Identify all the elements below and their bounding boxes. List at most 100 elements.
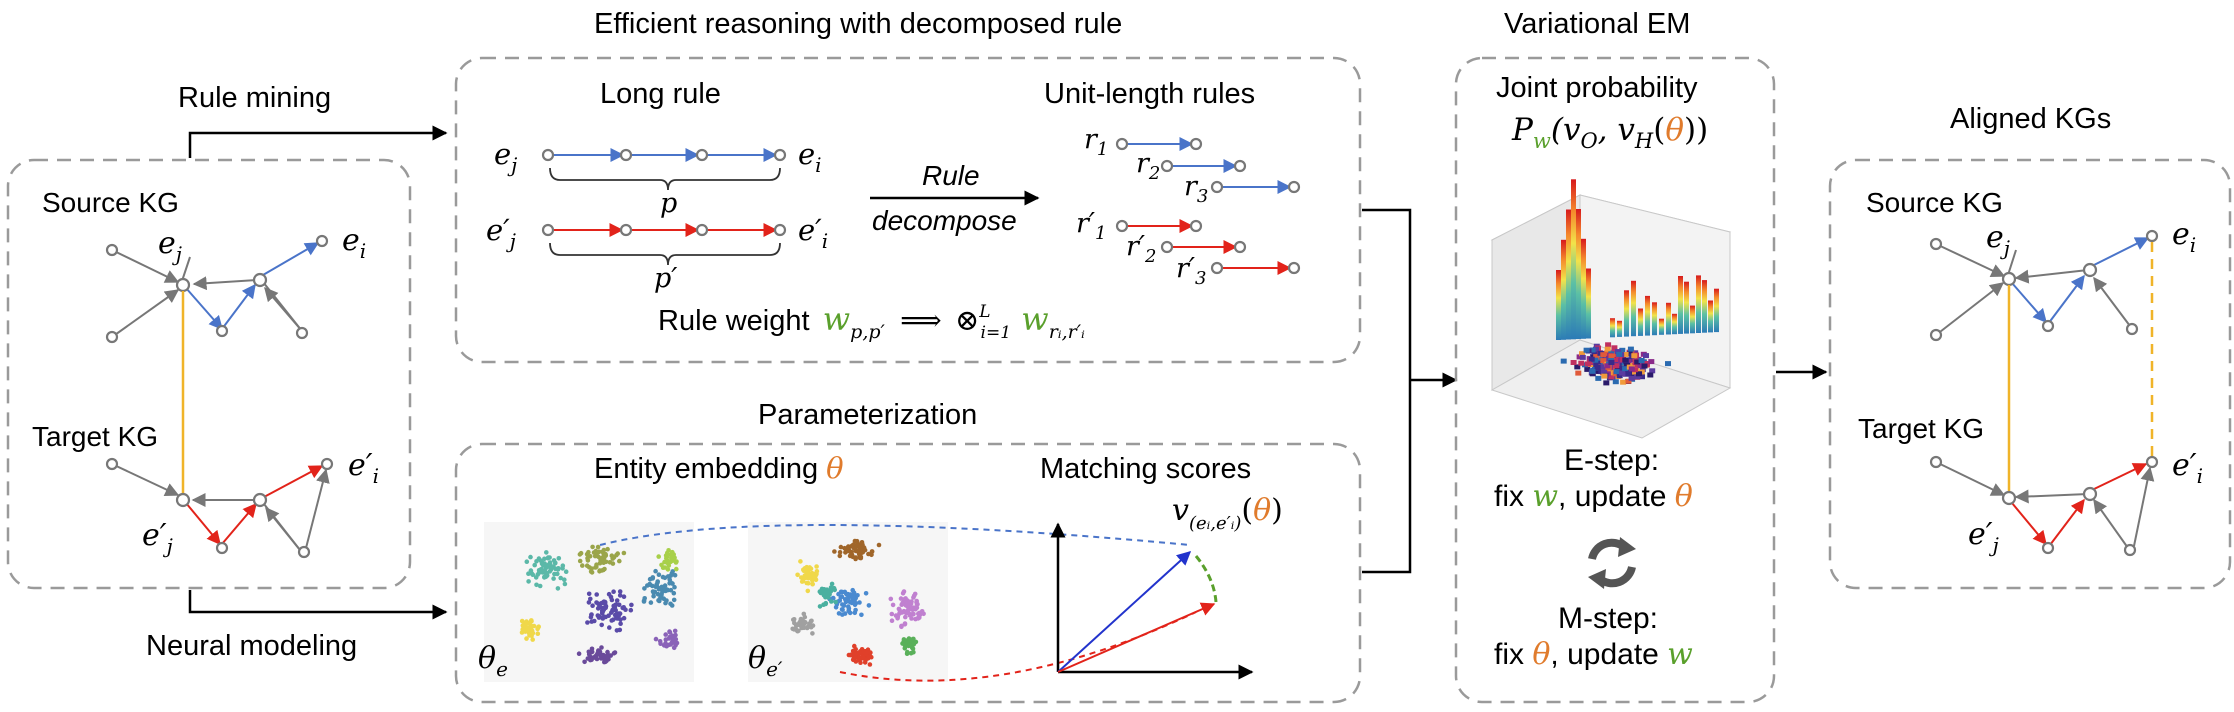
kg-node	[252, 272, 268, 288]
density-cell	[1616, 373, 1623, 379]
unit-rules-source	[1115, 137, 1301, 194]
density-cell	[1625, 371, 1632, 377]
embedding-point	[530, 572, 536, 577]
embedding-point	[853, 548, 858, 554]
density-cell	[1604, 363, 1611, 369]
m-step-desc: fix θ, update w	[1494, 637, 1693, 672]
embedding-point	[914, 605, 920, 610]
density-cell	[1635, 356, 1642, 362]
long-rule-source-chain	[541, 148, 787, 162]
embedding-point	[806, 581, 811, 586]
embedding-point	[642, 586, 647, 591]
embedding-point	[596, 601, 601, 606]
embedding-point	[667, 581, 672, 586]
embedding-point	[838, 595, 844, 600]
embedding-point	[600, 549, 605, 555]
embedding-point	[858, 544, 863, 549]
embedding-point	[597, 569, 602, 574]
embedding-point	[859, 540, 865, 545]
peak-bar	[1631, 280, 1636, 337]
density-cell	[1583, 347, 1590, 353]
embedding-point	[618, 617, 623, 622]
embedding-point	[859, 612, 864, 618]
density-cell	[1604, 346, 1611, 352]
embedding-point	[852, 643, 857, 649]
embedding-point	[913, 616, 918, 622]
embedding-point	[662, 583, 668, 588]
rule-epi-label: e′i	[798, 213, 828, 253]
density-cell	[1603, 357, 1610, 363]
unit-rules-target	[1115, 219, 1301, 275]
density-cell	[1628, 375, 1635, 381]
density-cell	[1585, 361, 1591, 367]
r1-label: r1	[1084, 124, 1108, 160]
source-edge	[264, 286, 303, 332]
embedding-point	[903, 614, 908, 620]
embedding-point	[846, 608, 852, 614]
kg-node	[105, 330, 119, 344]
embedding-point	[831, 585, 837, 591]
blue-cluster-link	[599, 524, 1191, 546]
embedding-point	[606, 613, 611, 618]
aligned-target-graph	[1929, 455, 2159, 557]
embedding-point	[563, 569, 569, 574]
source-kg-graph	[105, 234, 329, 344]
peak-bar	[1576, 209, 1581, 339]
embedding-point	[602, 559, 608, 564]
density-cell	[1584, 366, 1591, 372]
joint-probability-formula: Pw(vO, vH(θ))	[1511, 112, 1708, 153]
embedding-point	[610, 561, 616, 566]
embedding-point	[902, 646, 908, 651]
embedding-point	[578, 550, 584, 556]
embedding-point	[805, 588, 811, 594]
embedding-point	[532, 562, 537, 568]
embedding-point	[667, 634, 673, 640]
embedding-point	[662, 565, 668, 570]
decompose-word: decompose	[872, 205, 1017, 236]
peak-bar	[1610, 318, 1615, 338]
embedding-point	[621, 594, 627, 599]
aligned-target-kg-label: Target KG	[1858, 413, 1984, 444]
embedding-point	[849, 549, 854, 555]
peak-bar	[1586, 268, 1591, 339]
embedding-point	[911, 641, 917, 647]
embedding-point	[647, 576, 653, 582]
density-cell	[1575, 370, 1582, 376]
embedding-point	[599, 622, 604, 628]
embedding-point	[850, 587, 855, 593]
embedding-point	[824, 594, 830, 599]
peak-bar	[1708, 300, 1713, 333]
kg-node	[105, 457, 119, 471]
peak-bar	[1617, 320, 1622, 337]
embedding-point	[592, 654, 597, 660]
embedding-point	[899, 624, 904, 630]
embedding-point	[671, 590, 677, 596]
embedding-point	[536, 556, 542, 561]
embedding-point	[582, 659, 587, 665]
input-kg-panel: Source KG Target KG ej ei	[6, 158, 412, 590]
embedding-point	[544, 550, 549, 555]
kg-node-epj	[175, 492, 191, 508]
embedding-point	[663, 637, 669, 642]
embedding-point	[617, 593, 623, 598]
embedding-point	[648, 600, 654, 605]
embedding-point	[668, 601, 673, 607]
density-cell	[1665, 361, 1671, 367]
embedding-point	[611, 589, 616, 594]
embedding-point	[668, 587, 674, 593]
source-embedding-scatter	[519, 544, 680, 665]
embedding-point	[595, 613, 601, 618]
embedding-point	[654, 584, 659, 589]
embedding-point	[594, 562, 599, 567]
density-cell	[1579, 351, 1585, 357]
embedding-point	[604, 653, 610, 659]
source-edge	[192, 276, 258, 291]
embedding-point	[889, 611, 895, 617]
embedding-point	[602, 566, 607, 572]
embedding-point	[530, 630, 536, 636]
aligned-ei-label: ei	[2172, 217, 2196, 257]
embedding-point	[799, 579, 805, 584]
rp3-label: r′3	[1176, 253, 1207, 289]
embedding-point	[664, 598, 669, 603]
embedding-point	[556, 556, 562, 561]
